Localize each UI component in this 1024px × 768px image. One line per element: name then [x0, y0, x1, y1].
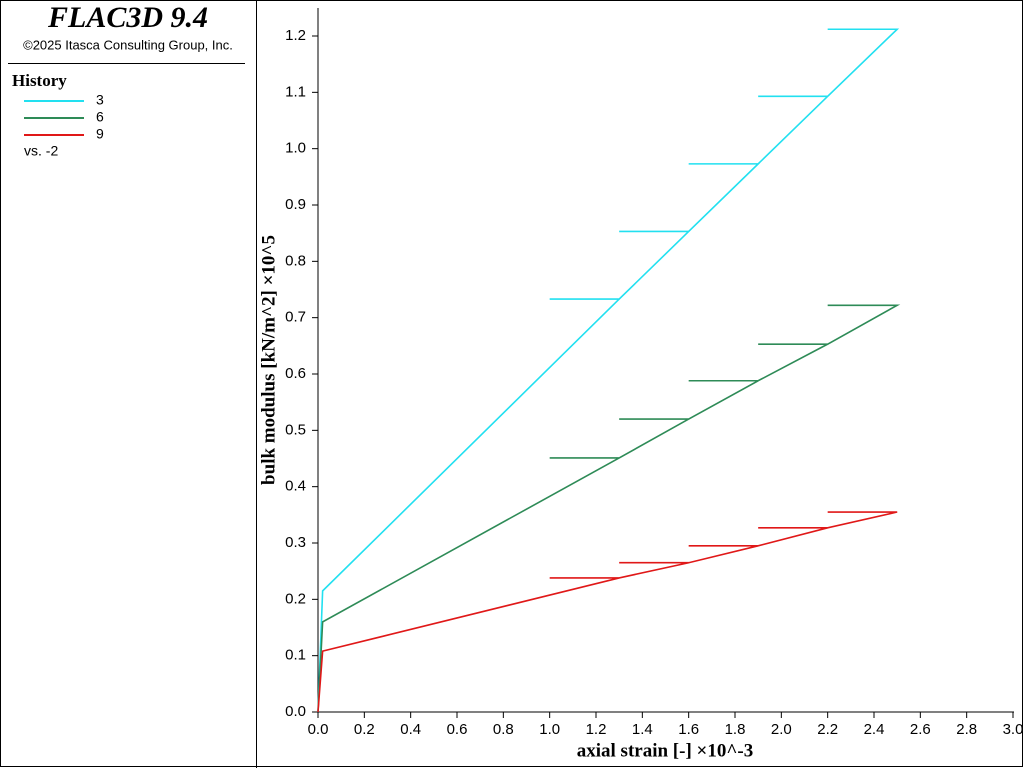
series-line: [317, 304, 901, 713]
x-tick-label: 1.2: [586, 721, 607, 738]
subtitle: ©2025 Itasca Consulting Group, Inc.: [23, 37, 233, 52]
x-tick-label: 2.2: [817, 721, 838, 738]
x-axis-label: axial strain [-] ×10^-3: [577, 740, 753, 761]
legend-label: 6: [96, 109, 104, 125]
y-tick-label: 1.1: [285, 83, 306, 100]
x-tick-label: 2.8: [956, 721, 977, 738]
x-tick-label: 1.8: [725, 721, 746, 738]
x-tick-label: 0.4: [400, 721, 421, 738]
x-tick-label: 0.0: [308, 721, 329, 738]
x-tick-label: 0.2: [354, 721, 375, 738]
series-line: [317, 28, 900, 713]
chart-title: FLAC3D 9.4: [47, 1, 208, 34]
y-tick-label: 0.7: [285, 309, 306, 326]
x-tick-label: 3.0: [1003, 721, 1024, 738]
x-tick-label: 2.0: [771, 721, 792, 738]
y-tick-label: 0.6: [285, 365, 306, 382]
x-tick-label: 1.6: [678, 721, 699, 738]
y-tick-label: 0.4: [285, 478, 306, 495]
legend-label: 3: [96, 92, 104, 108]
legend-note: vs. -2: [24, 143, 58, 159]
y-tick-label: 1.2: [285, 27, 306, 44]
y-tick-label: 0.9: [285, 196, 306, 213]
y-axis-label: bulk modulus [kN/m^2] ×10^5: [258, 235, 279, 485]
series-line: [317, 511, 898, 713]
y-tick-label: 0.1: [285, 647, 306, 664]
x-tick-label: 1.0: [539, 721, 560, 738]
x-tick-label: 0.8: [493, 721, 514, 738]
y-tick-label: 1.0: [285, 140, 306, 157]
y-tick-label: 0.8: [285, 252, 306, 269]
y-tick-label: 0.5: [285, 421, 306, 438]
y-tick-label: 0.0: [285, 703, 306, 720]
y-tick-label: 0.3: [285, 534, 306, 551]
x-tick-label: 1.4: [632, 721, 653, 738]
y-tick-label: 0.2: [285, 590, 306, 607]
legend-label: 9: [96, 126, 104, 142]
x-tick-label: 0.6: [447, 721, 468, 738]
x-tick-label: 2.4: [864, 721, 885, 738]
x-tick-label: 2.6: [910, 721, 931, 738]
legend-title: History: [12, 71, 67, 90]
